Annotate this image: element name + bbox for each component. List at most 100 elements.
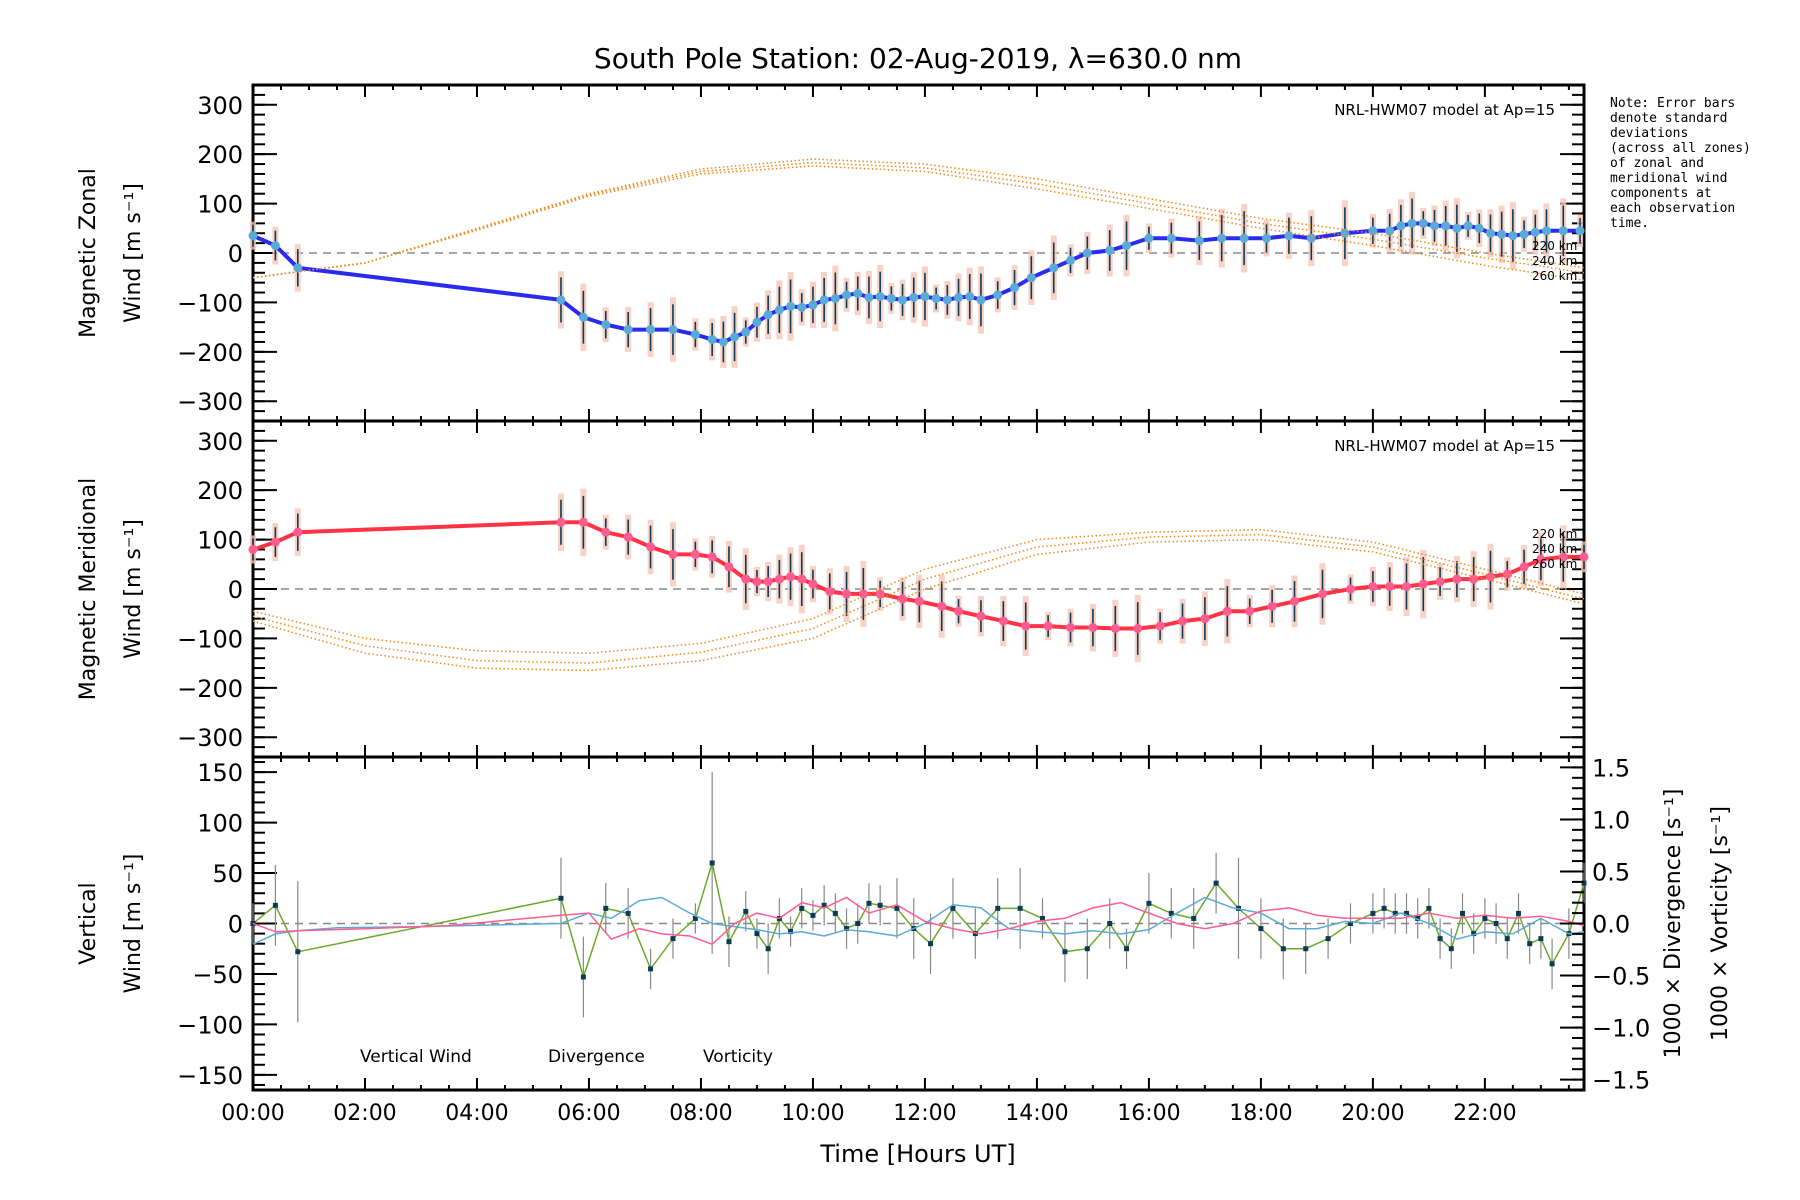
data-point bbox=[1178, 616, 1188, 626]
data-point bbox=[894, 905, 900, 911]
data-point bbox=[1239, 233, 1249, 243]
data-point bbox=[603, 905, 609, 911]
x-tick-label: 18:00 bbox=[1229, 1101, 1292, 1126]
data-point bbox=[1469, 574, 1479, 584]
data-point bbox=[842, 589, 852, 599]
data-point bbox=[1403, 910, 1409, 916]
data-point bbox=[1200, 614, 1210, 624]
data-point bbox=[853, 289, 863, 299]
data-point bbox=[558, 895, 564, 901]
y-axis-title: Magnetic Meridional bbox=[76, 478, 101, 700]
data-point bbox=[668, 325, 678, 335]
data-point bbox=[1549, 961, 1555, 967]
data-point bbox=[855, 921, 861, 926]
data-point bbox=[931, 293, 941, 303]
data-point bbox=[1318, 589, 1328, 599]
data-point bbox=[1043, 621, 1053, 631]
data-point bbox=[578, 312, 588, 322]
data-point bbox=[1385, 582, 1395, 592]
data-point bbox=[1303, 946, 1309, 952]
data-point bbox=[646, 542, 656, 552]
series-line-vorticity bbox=[252, 896, 1585, 946]
data-point bbox=[797, 574, 807, 584]
data-point bbox=[1245, 606, 1255, 616]
data-point bbox=[1536, 554, 1546, 564]
data-point bbox=[1105, 246, 1115, 256]
data-point bbox=[730, 332, 740, 342]
y-tick-label: 0 bbox=[228, 576, 243, 604]
data-point bbox=[1017, 905, 1023, 911]
data-point bbox=[875, 291, 885, 301]
data-point bbox=[1452, 223, 1462, 233]
data-point bbox=[1194, 236, 1204, 246]
altitude-label: 220 km bbox=[1532, 239, 1577, 253]
data-point bbox=[690, 549, 700, 559]
error-bar-note: Note: Error bars denote standard deviati… bbox=[1610, 96, 1751, 231]
x-tick-label: 04:00 bbox=[445, 1101, 508, 1126]
data-point bbox=[724, 562, 734, 572]
data-point bbox=[601, 527, 611, 537]
data-point bbox=[1448, 946, 1454, 952]
data-point bbox=[1346, 584, 1356, 594]
data-point bbox=[1168, 910, 1174, 916]
data-point bbox=[1581, 880, 1587, 886]
data-point bbox=[743, 908, 749, 914]
right-axis-title-vorticity: 1000 × Vorticity [s⁻¹] bbox=[1708, 806, 1733, 1041]
right-axis-title-divergence: 1000 × Divergence [s⁻¹] bbox=[1661, 789, 1686, 1059]
data-point bbox=[797, 302, 807, 312]
data-point bbox=[1146, 900, 1152, 906]
y-tick-label: −150 bbox=[177, 1062, 243, 1090]
data-point bbox=[844, 926, 850, 932]
x-tick-label: 22:00 bbox=[1453, 1101, 1516, 1126]
series-line-magnetic-zonal-wind bbox=[252, 221, 1581, 344]
data-point bbox=[1280, 946, 1286, 952]
data-point bbox=[556, 517, 566, 527]
y-tick-label: 0 bbox=[228, 240, 243, 268]
data-point bbox=[1497, 229, 1507, 239]
y-tick-label: −100 bbox=[177, 289, 243, 317]
data-point bbox=[1418, 579, 1428, 589]
data-point bbox=[1508, 231, 1518, 241]
data-point bbox=[898, 594, 908, 604]
data-point bbox=[763, 577, 773, 587]
data-point bbox=[707, 334, 717, 344]
series-line-hwm07-260-km bbox=[252, 538, 1585, 672]
data-point bbox=[954, 292, 964, 302]
y-tick-label: 100 bbox=[197, 191, 243, 219]
data-point bbox=[648, 966, 654, 972]
data-point bbox=[1066, 255, 1076, 265]
data-point bbox=[858, 589, 868, 599]
data-point bbox=[272, 902, 278, 908]
y-tick-label: 300 bbox=[197, 428, 243, 456]
data-point bbox=[1110, 624, 1120, 634]
data-point bbox=[646, 325, 656, 335]
data-point bbox=[1290, 596, 1300, 606]
data-point bbox=[898, 295, 908, 305]
x-tick-label: 14:00 bbox=[1005, 1101, 1068, 1126]
data-point bbox=[1258, 926, 1264, 932]
data-point bbox=[832, 910, 838, 916]
data-point bbox=[1306, 233, 1316, 243]
data-point bbox=[1474, 223, 1484, 233]
data-point bbox=[1222, 606, 1232, 616]
data-point bbox=[1217, 233, 1227, 243]
data-point bbox=[1407, 218, 1417, 228]
x-tick-label: 16:00 bbox=[1117, 1101, 1180, 1126]
x-tick-label: 20:00 bbox=[1341, 1101, 1404, 1126]
legend-item-divergence: Divergence bbox=[548, 1047, 645, 1067]
data-point bbox=[1340, 228, 1350, 238]
data-point bbox=[1084, 946, 1090, 952]
data-point bbox=[1441, 221, 1451, 231]
y-tick-label: 300 bbox=[197, 92, 243, 120]
data-point bbox=[668, 549, 678, 559]
data-point bbox=[741, 327, 751, 337]
data-point bbox=[950, 905, 956, 911]
data-point bbox=[1133, 624, 1143, 634]
data-point bbox=[1527, 941, 1533, 947]
data-point bbox=[670, 936, 676, 942]
data-point bbox=[754, 931, 760, 937]
data-point bbox=[1418, 218, 1428, 228]
data-point bbox=[625, 910, 631, 916]
data-point bbox=[808, 300, 818, 310]
data-point bbox=[1485, 228, 1495, 238]
